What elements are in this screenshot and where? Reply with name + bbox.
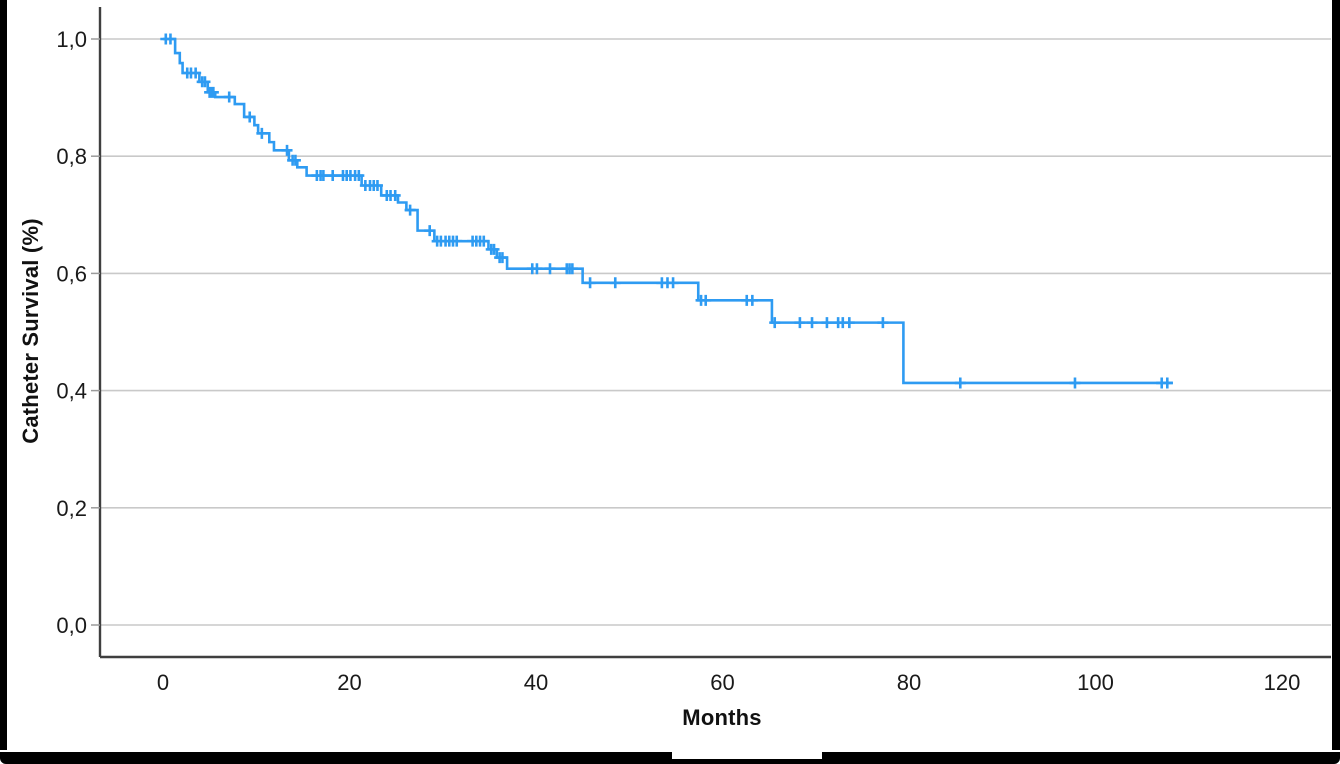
- y-tick-label: 1,0: [56, 27, 87, 52]
- y-tick-label: 0,0: [56, 613, 87, 638]
- x-tick-label: 20: [337, 670, 361, 695]
- window-frame-notch: [672, 752, 822, 759]
- x-tick-label: 0: [157, 670, 169, 695]
- censor-marks: [160, 33, 1173, 389]
- y-tick-label: 0,8: [56, 144, 87, 169]
- y-tick-label: 0,6: [56, 261, 87, 286]
- window-frame-bottom: [0, 752, 1340, 764]
- x-tick-label: 60: [710, 670, 734, 695]
- y-tick-label: 0,2: [56, 496, 87, 521]
- x-tick-label: 40: [524, 670, 548, 695]
- x-tick-label: 100: [1077, 670, 1114, 695]
- window-frame-left: [0, 0, 7, 750]
- y-tick-label: 0,4: [56, 379, 87, 404]
- window-frame-right: [1332, 0, 1340, 750]
- x-tick-label: 120: [1264, 670, 1301, 695]
- survival-curve: [163, 37, 1173, 385]
- x-tick-label: 80: [897, 670, 921, 695]
- y-axis-title: Catheter Survival (%): [18, 218, 43, 444]
- x-axis-title: Months: [682, 705, 762, 730]
